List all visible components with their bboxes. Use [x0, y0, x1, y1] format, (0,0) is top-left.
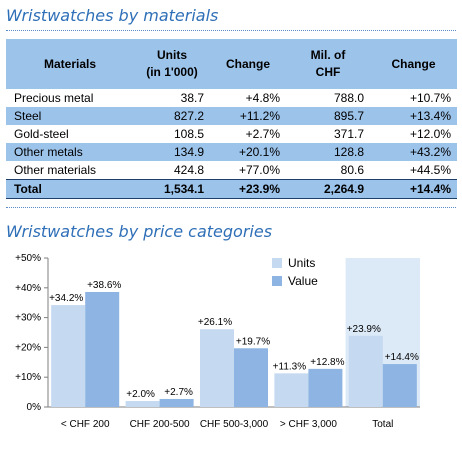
cell-value-change: +44.5% — [409, 163, 451, 177]
data-label: +11.3% — [273, 361, 307, 372]
data-label: +2.7% — [164, 387, 193, 398]
price-category-chart: 0% +10% +20% +30% +40% +50% +34.2% +38.6% < CHF … — [15, 253, 420, 430]
header-value-label: Mil. of CHF — [310, 48, 346, 79]
bar-value — [308, 368, 343, 407]
bar-units — [51, 305, 86, 407]
legend-label-units: Units — [288, 256, 315, 270]
table-total-row: Total 1,534.1 +23.9% 2,264.9 +14.4% — [6, 179, 457, 199]
header-value: Mil. of CHF — [286, 39, 370, 89]
header-units: Units (in 1'000) — [134, 39, 210, 89]
cell-material: Precious metal — [14, 91, 94, 105]
data-label: +12.8% — [310, 357, 344, 368]
x-tick-label: CHF 200-500 — [130, 419, 190, 430]
cell-total-value: 2,264.9 — [286, 179, 370, 199]
cell-value: 371.7 — [333, 127, 364, 141]
cell-value: 788.0 — [333, 91, 364, 105]
cell-value-change: +12.0% — [409, 127, 451, 141]
bar-units — [274, 373, 309, 407]
cell-units-change: +20.1% — [210, 143, 286, 161]
table-row: Other metals 134.9 +20.1% 128.8 +43.2% — [6, 143, 457, 161]
cell-units: 827.2 — [134, 107, 210, 125]
cell-total-units-change: +23.9% — [210, 179, 286, 199]
legend-label-value: Value — [288, 274, 318, 288]
section-divider — [6, 207, 456, 208]
data-label: +26.1% — [198, 317, 232, 328]
bar-value — [159, 398, 194, 407]
bar-units — [348, 335, 383, 407]
x-tick-label: < CHF 200 — [61, 419, 110, 430]
data-label: +14.4% — [385, 352, 419, 363]
bar-value — [382, 364, 417, 407]
cell-units-change: +2.7% — [245, 127, 280, 141]
x-tick-label: CHF 500-3,000 — [200, 419, 269, 430]
table-row: Gold-steel 108.5 +2.7% 371.7 +12.0% — [6, 125, 457, 143]
cell-value: 128.8 — [286, 143, 370, 161]
y-tick-label: +50% — [15, 253, 41, 264]
cell-material: Other materials — [14, 163, 97, 177]
y-tick-label: 0% — [27, 402, 42, 413]
cell-value: 895.7 — [286, 107, 370, 125]
bar-units — [200, 329, 234, 407]
header-materials-label: Materials — [43, 56, 97, 71]
cell-value-change: +43.2% — [370, 143, 457, 161]
bar-value — [85, 291, 120, 407]
y-tick-label: +20% — [15, 342, 41, 353]
cell-material: Other metals — [6, 143, 134, 161]
table-row: Precious metal 38.7 +4.8% 788.0 +10.7% — [6, 89, 457, 107]
data-label: +38.6% — [87, 280, 121, 291]
header-value-change: Change — [370, 39, 457, 89]
y-tick-label: +30% — [15, 313, 41, 324]
cell-material: Gold-steel — [14, 127, 69, 141]
data-label: +34.2% — [49, 293, 83, 304]
legend-swatch-units — [272, 258, 282, 268]
y-tick-label: +40% — [15, 283, 41, 294]
x-tick-label: Total — [372, 419, 393, 430]
header-units-change-label: Change — [225, 56, 270, 71]
cell-units: 108.5 — [173, 127, 204, 141]
table-row: Steel 827.2 +11.2% 895.7 +13.4% — [6, 107, 457, 125]
cell-units: 134.9 — [134, 143, 210, 161]
y-tick-label: +10% — [15, 372, 41, 383]
data-label: +2.0% — [126, 389, 155, 400]
cell-material: Steel — [6, 107, 134, 125]
materials-table: Materials Units (in 1'000) Change Mil. of… — [6, 39, 457, 199]
cell-total-units: 1,534.1 — [134, 179, 210, 199]
cell-total-label: Total — [6, 179, 134, 199]
cell-units-change: +4.8% — [245, 91, 280, 105]
bar-units — [125, 401, 160, 407]
materials-section-title: Wristwatches by materials — [6, 6, 219, 25]
header-units-change: Change — [210, 39, 286, 89]
legend-swatch-value — [272, 276, 282, 286]
chart-section-title: Wristwatches by price categories — [6, 222, 273, 241]
cell-units-change: +77.0% — [238, 163, 280, 177]
header-materials: Materials — [6, 39, 134, 89]
table-row: Other materials 424.8 +77.0% 80.6 +44.5% — [6, 161, 457, 180]
bar-value — [234, 348, 268, 407]
cell-value: 80.6 — [340, 163, 364, 177]
table-header-row: Materials Units (in 1'000) Change Mil. of… — [6, 39, 457, 89]
title-divider — [6, 30, 456, 31]
x-tick-label: > CHF 3,000 — [280, 419, 337, 430]
cell-units: 424.8 — [173, 163, 204, 177]
cell-value-change: +13.4% — [370, 107, 457, 125]
cell-value-change: +10.7% — [409, 91, 451, 105]
header-value-change-label: Change — [391, 56, 436, 71]
data-label: +23.9% — [347, 324, 381, 335]
cell-units: 38.7 — [180, 91, 204, 105]
data-label: +19.7% — [236, 336, 270, 347]
header-units-label: Units (in 1'000) — [146, 48, 198, 79]
cell-total-value-change: +14.4% — [370, 179, 457, 199]
cell-units-change: +11.2% — [210, 107, 286, 125]
